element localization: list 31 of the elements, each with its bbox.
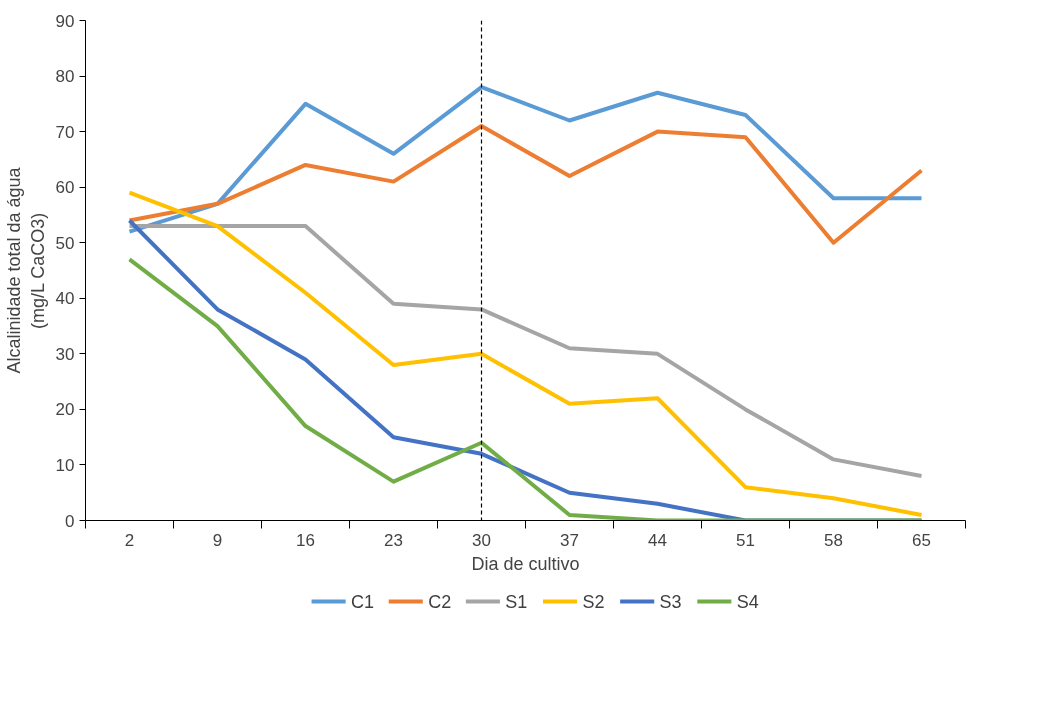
y-tick-label: 20 [55,400,75,420]
y-tick-label: 40 [55,289,75,309]
legend-label: C1 [351,591,375,612]
x-tick-label: 2 [124,530,135,550]
y-tick-label: 60 [55,178,75,198]
legend-label: S3 [659,591,682,612]
legend-label: S2 [582,591,605,612]
x-axis-title: Dia de cultivo [471,553,580,574]
y-tick-label: 90 [55,11,75,31]
legend-label: S1 [505,591,528,612]
y-tick-label: 30 [55,344,75,364]
x-tick-label: 37 [560,530,579,550]
x-tick-label: 23 [384,530,403,550]
x-tick-label: 16 [296,530,315,550]
x-tick-label: 51 [736,530,755,550]
line-series [127,224,924,479]
y-tick-label: 50 [55,233,75,253]
x-tick-label: 58 [824,530,843,550]
y-tick-label: 0 [65,511,75,531]
y-axis-title: Alcalinidade total da água (mg/L CaCO3) [3,166,48,374]
x-tick-label: 30 [472,530,491,550]
line-series [127,85,924,234]
x-tick-label: 44 [648,530,667,550]
y-tick-label: 80 [55,67,75,87]
legend-label: C2 [428,591,452,612]
y-tick-label: 70 [55,122,75,142]
line-series [127,124,924,245]
x-tick-label: 9 [212,530,223,550]
y-tick-label: 10 [55,455,75,475]
legend-label: S4 [736,591,759,612]
x-tick-label: 65 [912,530,931,550]
